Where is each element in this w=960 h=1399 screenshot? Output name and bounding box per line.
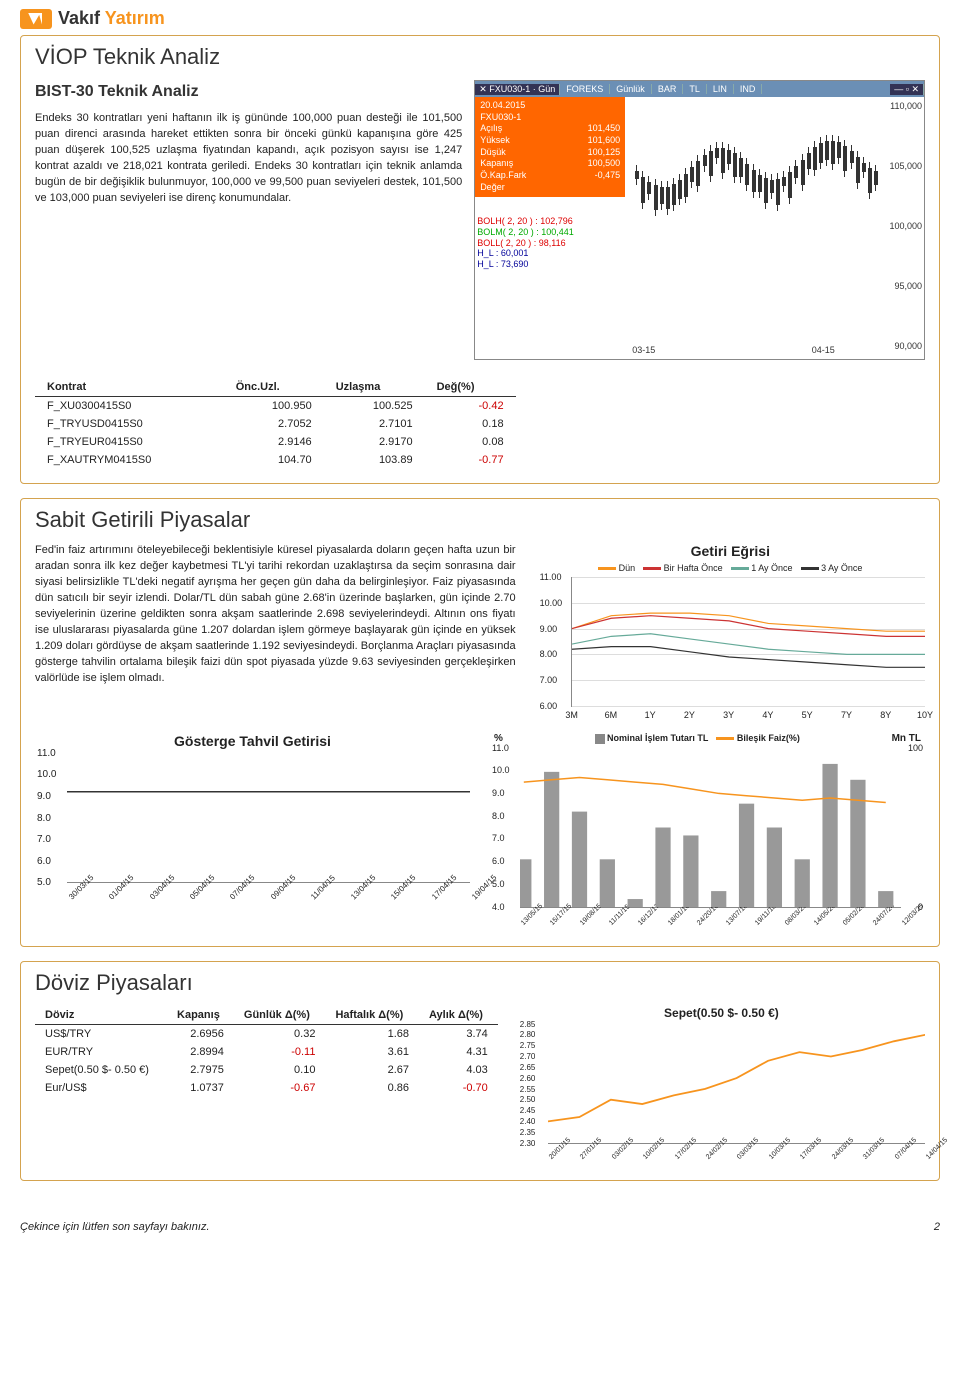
doviz-title: Döviz Piyasaları — [35, 970, 925, 996]
sepet-chart: 2.852.802.752.702.652.602.552.502.452.40… — [548, 1024, 925, 1144]
doviz-table: DövizKapanışGünlük Δ(%)Haftalık Δ(%)Aylı… — [35, 1006, 498, 1097]
footer: Çekince için lütfen son sayfayı bakınız.… — [20, 1221, 940, 1233]
getiri-legend: Dün Bir Hafta Önce 1 Ay Önce 3 Ay Önce — [536, 563, 925, 573]
nominal-chart: 11.010.09.08.07.06.05.04.0100013/05/1515… — [520, 748, 901, 908]
getiri-chart: 11.0010.009.008.007.006.003M6M1Y2Y3Y4Y5Y… — [571, 577, 925, 707]
logo-icon — [20, 9, 52, 29]
viop-section: VİOP Teknik Analiz BIST-30 Teknik Analiz… — [20, 35, 940, 484]
sepet-title: Sepet(0.50 $- 0.50 €) — [518, 1006, 925, 1020]
gosterge-title: Gösterge Tahvil Getirisi — [35, 733, 470, 749]
logo-text: Vakıf Yatırım — [58, 8, 165, 29]
nominal-legend: Nominal İşlem Tutarı TL Bileşik Faiz(%) — [503, 733, 892, 744]
viop-title: VİOP Teknik Analiz — [35, 44, 925, 70]
bist30-subtitle: BIST-30 Teknik Analiz — [35, 80, 462, 103]
gosterge-chart: 11.010.09.08.07.06.05.030/03/1501/04/150… — [67, 753, 470, 883]
sabit-section: Sabit Getirili Piyasalar Fed'in faiz art… — [20, 498, 940, 947]
doviz-section: Döviz Piyasaları DövizKapanışGünlük Δ(%)… — [20, 961, 940, 1181]
viop-body: Endeks 30 kontratları yeni haftanın ilk … — [35, 111, 462, 207]
kontrat-table: KontratÖnc.Uzl.UzlaşmaDeğ(%) F_XU0300415… — [35, 378, 516, 469]
logo: Vakıf Yatırım — [20, 8, 940, 29]
getiri-title: Getiri Eğrisi — [536, 543, 925, 559]
sabit-body: Fed'in faiz artırımını öteleyebileceği b… — [35, 543, 516, 707]
sabit-title: Sabit Getirili Piyasalar — [35, 507, 925, 533]
candle-chart: ✕ FXU030-1 · GünFOREKSGünlükBARTLLININD—… — [474, 80, 925, 360]
